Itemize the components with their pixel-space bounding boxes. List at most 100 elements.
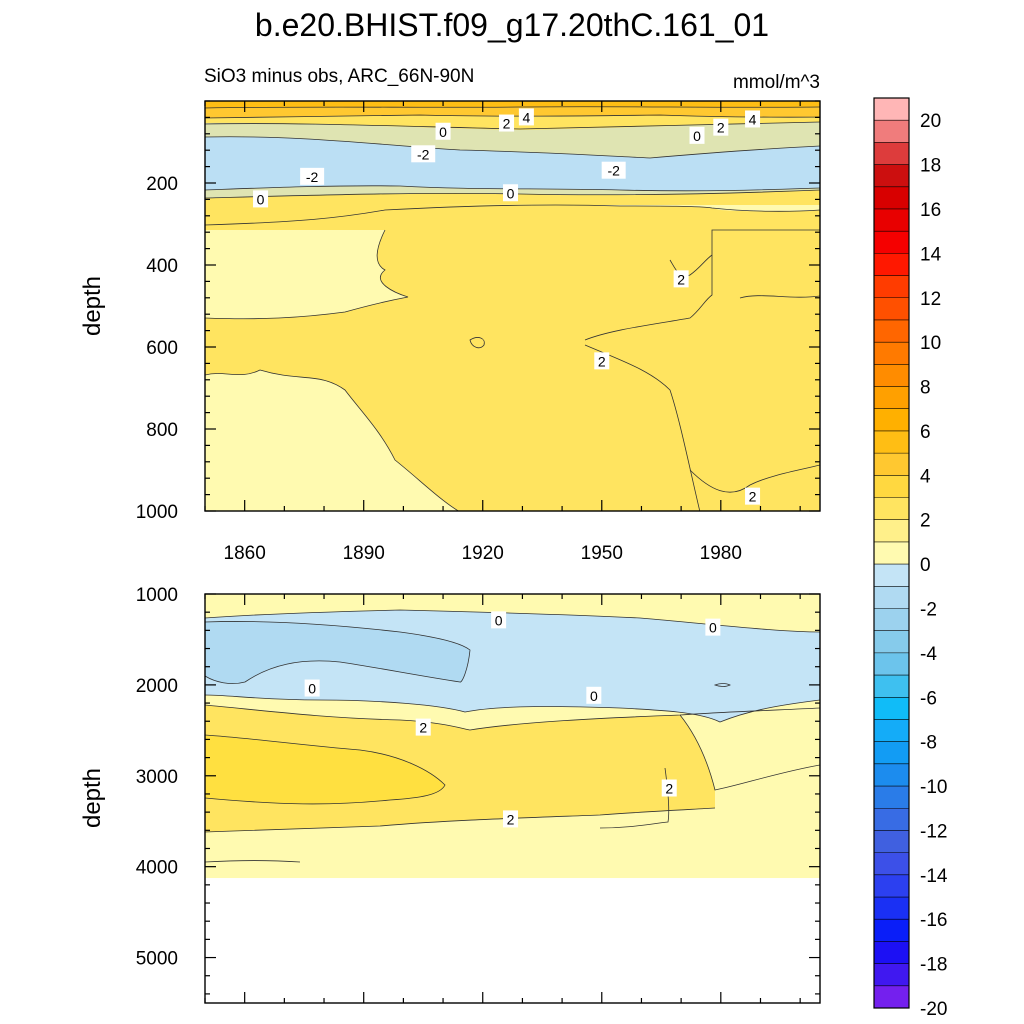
colorbar-swatch	[874, 874, 909, 898]
colorbar-swatch	[874, 586, 909, 609]
lower-plot-frame	[204, 593, 821, 1004]
x-tick-labels: 1860 1890 1920 1950 1980	[224, 543, 742, 564]
colorbar-label: 18	[920, 156, 941, 177]
colorbar-swatch	[874, 652, 909, 676]
contour-label: 2	[749, 489, 757, 505]
y-tick-label: 800	[146, 420, 178, 441]
upper-plot-frame	[204, 100, 821, 512]
colorbar-swatch	[874, 231, 909, 254]
colorbar-label: -18	[920, 955, 947, 976]
contour-label: -2	[417, 146, 430, 162]
colorbar-swatch	[874, 741, 909, 765]
colorbar-swatch	[874, 985, 909, 1009]
colorbar-swatch	[874, 475, 909, 498]
contour-label: 0	[709, 620, 717, 636]
contour-label-bg	[300, 167, 325, 185]
colorbar-swatch	[874, 497, 909, 521]
colorbar-swatch	[874, 963, 909, 987]
colorbar-label: 0	[920, 555, 931, 576]
contour-label: 2	[677, 271, 685, 287]
upper-fill-neg-band-light	[205, 122, 820, 198]
y-tick-label: 3000	[136, 767, 178, 788]
colorbar-labels: 20181614121086420-2-4-6-8-10-12-14-16-18…	[920, 111, 948, 1020]
contour-label: -2	[306, 169, 319, 185]
colorbar-swatch	[874, 164, 909, 188]
colorbar	[873, 97, 910, 1009]
colorbar-label: -16	[920, 910, 947, 931]
upper-axis-ticks	[204, 100, 820, 512]
colorbar-swatch	[874, 830, 909, 854]
contour-label-bg	[713, 118, 729, 136]
x-tick-label: 1980	[700, 543, 742, 564]
colorbar-swatch	[874, 897, 909, 920]
y-tick-label: 400	[146, 256, 178, 277]
x-tick-label: 1860	[224, 543, 266, 564]
colorbar-swatch	[874, 208, 909, 232]
colorbar-swatch	[874, 142, 909, 165]
contour-label: 2	[503, 116, 511, 132]
colorbar-swatch	[874, 364, 909, 387]
colorbar-label: 8	[920, 378, 931, 399]
contour-label-bg	[661, 779, 677, 797]
lower-fill-0to2-bottom	[205, 808, 715, 886]
y-tick-label: 4000	[136, 858, 178, 879]
contour-label: 0	[308, 681, 316, 697]
contour-label-bg	[499, 114, 515, 132]
upper-y-tick-labels: 200 400 600 800 1000	[136, 174, 178, 523]
lower-y-axis-label: depth	[79, 768, 106, 828]
contour-label: 2	[717, 120, 725, 136]
colorbar-label: -20	[920, 999, 947, 1020]
colorbar-swatch	[874, 608, 909, 632]
contour-label-bg	[304, 679, 320, 697]
contour-label: 0	[507, 185, 515, 201]
contour-label-bg	[411, 145, 436, 163]
colorbar-label: 2	[920, 511, 931, 532]
colorbar-swatch	[874, 408, 909, 432]
colorbar-swatch	[874, 120, 909, 143]
colorbar-swatch	[874, 719, 909, 743]
units-label: mmol/m^3	[733, 72, 820, 93]
colorbar-label: -2	[920, 599, 937, 620]
upper-contour-fill	[205, 101, 820, 511]
colorbar-swatch	[874, 675, 909, 698]
colorbar-swatch	[874, 852, 909, 876]
upper-fill-0to2-deep	[205, 370, 459, 511]
contour-label-bg	[491, 611, 507, 629]
lower-panel: 1000 2000 3000 4000 5000 depth 0 0 0 0 2 2 2	[79, 585, 821, 1004]
contour-label-bg	[745, 487, 761, 505]
contour-label-bg	[503, 810, 519, 828]
colorbar-swatch	[874, 275, 909, 299]
colorbar-swatch	[874, 98, 909, 121]
colorbar-label: 20	[920, 111, 941, 132]
colorbar-label: 14	[920, 244, 942, 265]
colorbar-label: 10	[920, 333, 941, 354]
colorbar-swatch	[874, 697, 909, 720]
contour-label: 2	[665, 781, 673, 797]
lower-fill-0to2-right-tongue	[680, 708, 820, 790]
colorbar-label: -8	[920, 733, 937, 754]
y-tick-label: 2000	[136, 676, 178, 697]
upper-fill-0to2-mid	[205, 230, 408, 319]
colorbar-label: 6	[920, 422, 931, 443]
contour-label-bg	[673, 270, 689, 288]
contour-label: 0	[590, 688, 598, 704]
colorbar-swatch	[874, 342, 909, 365]
x-tick-label: 1890	[343, 543, 385, 564]
colorbar-swatch	[874, 386, 909, 410]
colorbar-label: 4	[920, 466, 931, 487]
colorbar-swatch	[874, 763, 909, 787]
contour-label: 0	[693, 128, 701, 144]
y-tick-label: 5000	[136, 949, 178, 970]
colorbar-label: -12	[920, 821, 947, 842]
no-data-region	[205, 878, 820, 1003]
x-tick-label: 1950	[581, 543, 623, 564]
contour-label-bg	[415, 718, 431, 736]
colorbar-label: -4	[920, 644, 937, 665]
colorbar-swatch	[874, 319, 909, 343]
colorbar-swatch	[874, 453, 909, 476]
contour-label-bg	[705, 618, 721, 636]
chart-subtitle: SiO3 minus obs, ARC_66N-90N	[204, 66, 474, 87]
